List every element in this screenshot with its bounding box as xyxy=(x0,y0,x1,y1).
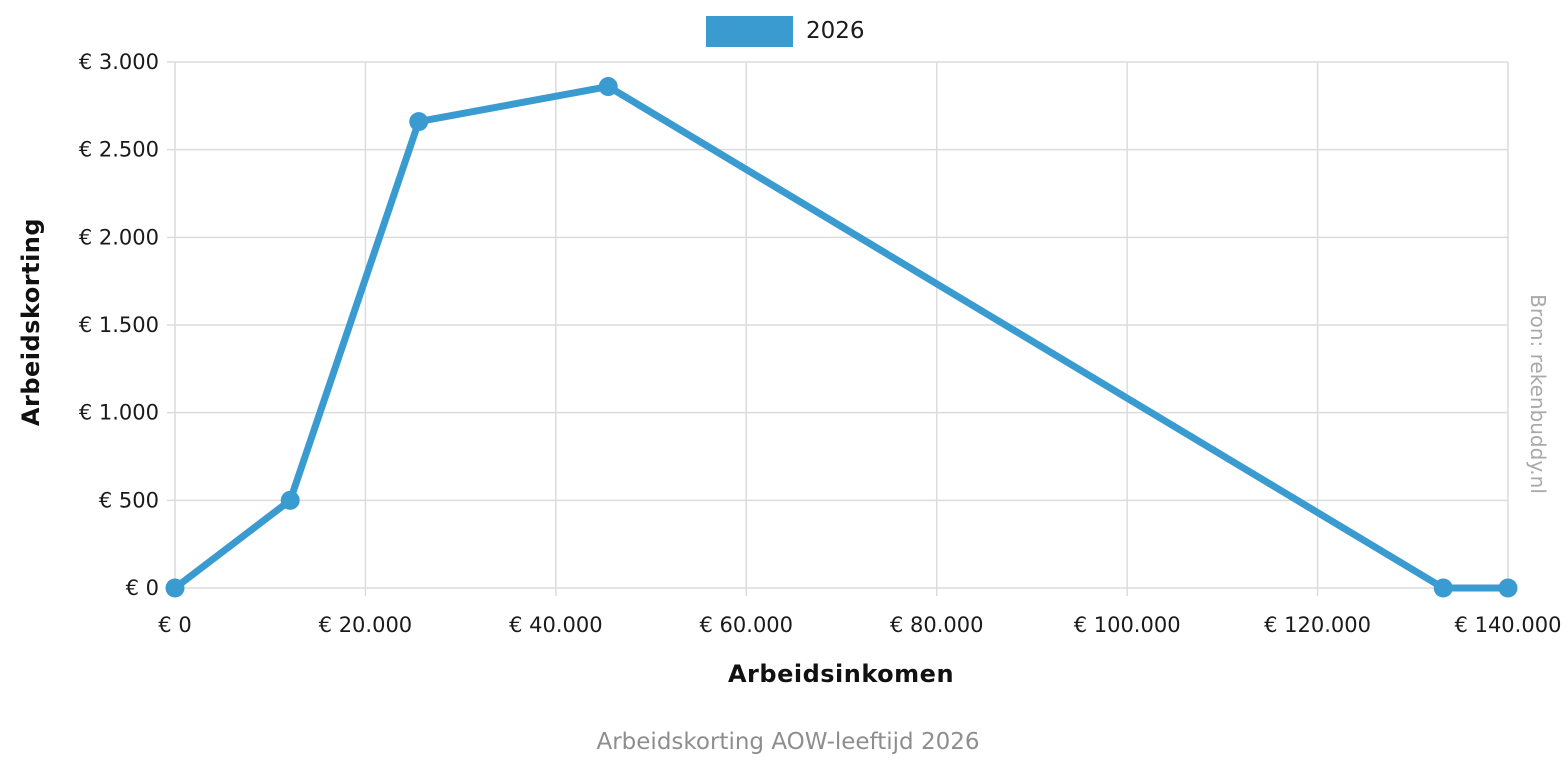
x-tick-label: € 100.000 xyxy=(1074,613,1181,637)
x-tick-label: € 0 xyxy=(158,613,191,637)
legend-label-2026: 2026 xyxy=(806,18,865,44)
data-point[interactable] xyxy=(409,112,429,132)
x-tick-label: € 120.000 xyxy=(1264,613,1371,637)
data-point[interactable] xyxy=(280,490,300,510)
x-tick-label: € 60.000 xyxy=(700,613,794,637)
series-line-2026 xyxy=(171,83,1512,592)
data-point[interactable] xyxy=(1498,578,1518,598)
y-tick-label: € 3.000 xyxy=(79,50,159,74)
x-tick-label: € 140.000 xyxy=(1455,613,1562,637)
x-tick-label: € 20.000 xyxy=(319,613,413,637)
legend-swatch-2026 xyxy=(706,16,793,47)
y-tick-label: € 2.000 xyxy=(79,225,159,249)
y-tick-label: € 2.500 xyxy=(79,138,159,162)
y-tick-label: € 500 xyxy=(99,488,159,512)
chart-caption: Arbeidskorting AOW-leeftijd 2026 xyxy=(596,729,980,755)
x-axis-title: Arbeidsinkomen xyxy=(727,660,955,688)
x-tick-label: € 80.000 xyxy=(890,613,984,637)
y-axis-title: Arbeidskorting xyxy=(17,217,45,427)
y-tick-label: € 0 xyxy=(126,576,159,600)
data-point[interactable] xyxy=(165,578,185,598)
legend[interactable]: 2026 xyxy=(706,16,865,47)
x-tick-label: € 40.000 xyxy=(509,613,603,637)
data-point[interactable] xyxy=(598,77,618,97)
source-attribution: Bron: rekenbuddy.nl xyxy=(1526,294,1550,494)
y-tick-label: € 1.000 xyxy=(79,401,159,425)
data-point[interactable] xyxy=(1433,578,1453,598)
y-tick-label: € 1.500 xyxy=(79,313,159,337)
